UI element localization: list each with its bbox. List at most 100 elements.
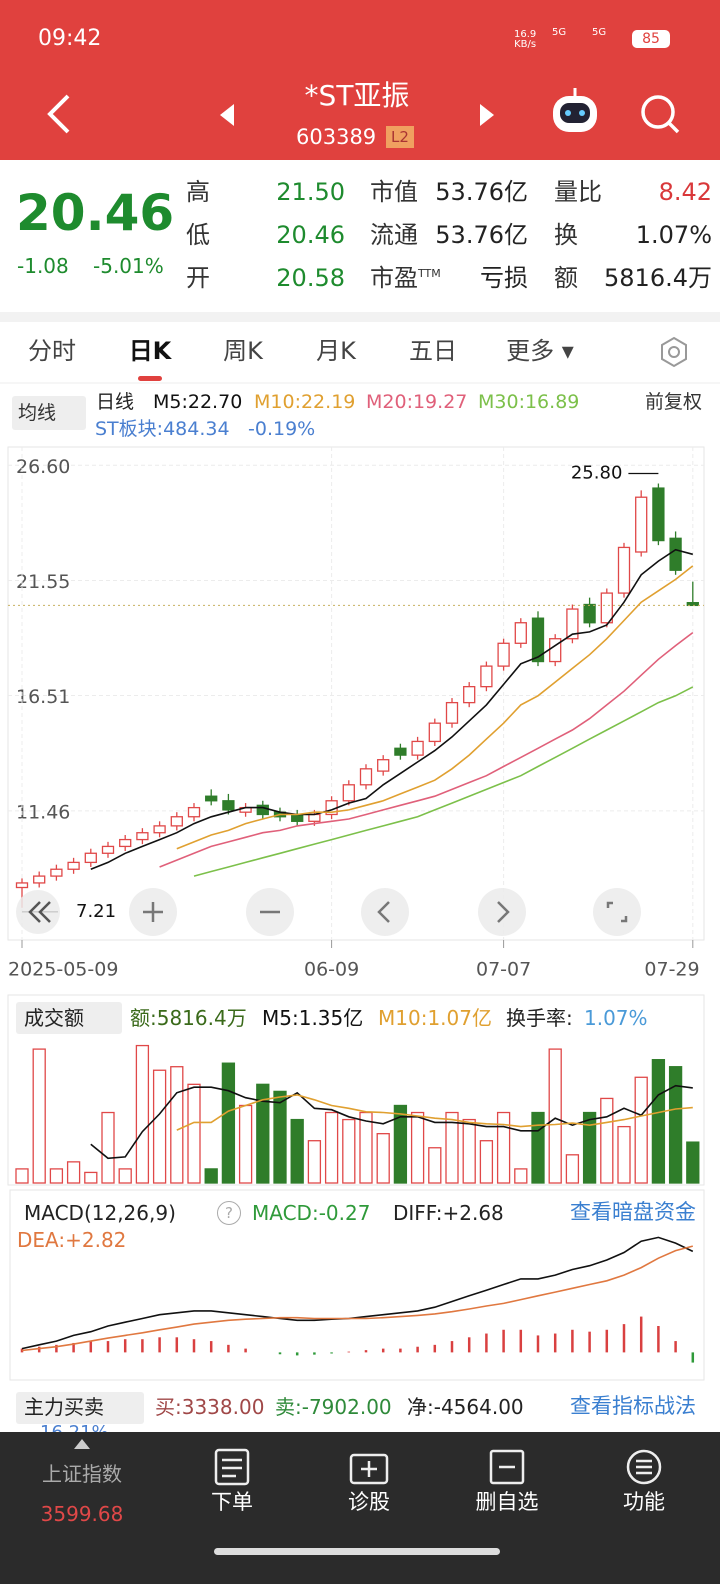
candle-body [566, 608, 579, 640]
stat-label: 低 [186, 221, 210, 249]
tab[interactable]: 更多 ▾ [506, 337, 574, 365]
vol-bar [651, 1059, 666, 1184]
vol-bar [290, 1118, 304, 1184]
main-box[interactable] [16, 1392, 144, 1424]
vol-bar [324, 1111, 339, 1184]
candle-body [101, 845, 115, 854]
indicator[interactable]: 均线 [18, 402, 57, 424]
l2-badge: L2 [386, 126, 414, 148]
candle-body [600, 592, 613, 624]
search[interactable] [641, 95, 680, 134]
vol-bar [376, 1133, 390, 1184]
stat-value: 亏损 [480, 264, 528, 292]
candle-body [497, 642, 510, 667]
vol-bar [565, 1154, 580, 1184]
nav-item[interactable]: 删自选 [475, 1490, 539, 1514]
stat-value: 20.58 [276, 264, 345, 292]
zoom-button[interactable] [16, 890, 60, 934]
index-value: 3599.68 [40, 1502, 124, 1526]
tab[interactable]: 周K [223, 337, 263, 365]
candle-body [480, 665, 493, 688]
vol-bar [668, 1066, 683, 1184]
indicator-box[interactable] [12, 396, 86, 430]
period: 日线 [96, 391, 135, 413]
tab[interactable]: 五日 [409, 337, 457, 365]
vol-bar [462, 1118, 476, 1184]
candle-body [136, 832, 149, 841]
stat-value: 5816.4万 [604, 264, 712, 292]
vol-bar [582, 1111, 597, 1184]
vol-bar [686, 1141, 700, 1184]
annot-label: 25.80 [571, 463, 623, 484]
tab-underline [138, 376, 162, 381]
legend-entry: M10:1.07亿 [378, 1006, 492, 1030]
stat-value: 8.42 [658, 178, 712, 206]
legend-entry: DEA:+2.82 [17, 1228, 127, 1252]
tab[interactable]: 分时 [28, 337, 76, 365]
stat-value: 53.76亿 [435, 221, 528, 249]
candle-body [411, 740, 424, 756]
zoom-button[interactable] [593, 888, 641, 936]
ma-line [176, 1094, 693, 1131]
vol-bar [342, 1118, 356, 1184]
legend-entry: M5:1.35亿 [262, 1006, 364, 1030]
change: -1.08 [17, 254, 69, 278]
ma-line [159, 631, 694, 868]
main-title[interactable]: 主力买卖 [24, 1395, 104, 1419]
settings-dot [668, 346, 680, 358]
macd-help[interactable]: ? [217, 1201, 241, 1225]
net: 5G [592, 27, 607, 38]
prev[interactable] [220, 104, 234, 126]
vol-bar [152, 1069, 167, 1184]
stat-label: 流通 [370, 221, 418, 249]
candle-body [15, 882, 29, 889]
candle-body [394, 747, 407, 756]
macd-frame [9, 1189, 705, 1381]
candle-body [170, 816, 183, 827]
adjust[interactable]: 前复权 [644, 391, 702, 413]
vol-bar [514, 1168, 528, 1184]
speed-unit: KB/s [514, 39, 537, 50]
ma-line [21, 1245, 694, 1352]
robot[interactable] [553, 88, 597, 132]
vol-bar [428, 1147, 442, 1184]
stock-title: *ST亚振 [304, 79, 410, 112]
zoom-button[interactable] [361, 888, 409, 936]
legend-entry: M30:16.89 [478, 391, 580, 413]
x-tick-label: 07-07 [476, 959, 531, 981]
macd-link[interactable]: 查看暗盘资金 [570, 1200, 696, 1224]
button-glyph [28, 901, 51, 923]
settings[interactable] [661, 336, 687, 368]
main-net: 净:-4564.00 [407, 1395, 524, 1419]
macd-value: MACD:-0.27 [252, 1201, 371, 1225]
index-name[interactable]: 上证指数 [42, 1462, 122, 1486]
x-tick-label: 2025-05-09 [8, 959, 118, 981]
tab[interactable]: 月K [316, 337, 356, 365]
macd-title[interactable]: MACD(12,26,9) [24, 1201, 176, 1225]
icons [214, 1448, 662, 1486]
stat-value: 20.46 [276, 221, 345, 249]
vol-title[interactable]: 成交额 [24, 1006, 84, 1030]
net: 5G [552, 27, 567, 38]
candle-body [256, 804, 269, 816]
back[interactable] [47, 94, 70, 134]
next[interactable] [480, 104, 494, 126]
zoom-button[interactable] [478, 888, 526, 936]
stat-label: 市盈TTM [370, 264, 441, 292]
main-link[interactable]: 查看指标战法 [570, 1394, 696, 1418]
candle-body [377, 759, 390, 772]
vol-box[interactable] [16, 1002, 122, 1034]
y-tick-label: 16.51 [16, 686, 70, 708]
nav-item[interactable]: 功能 [623, 1490, 665, 1514]
turnover: 1.07% [584, 1006, 648, 1030]
sector-change: -0.19% [248, 418, 316, 440]
legend-entry: M10:22.19 [254, 391, 356, 413]
tab[interactable]: 日K [128, 337, 172, 365]
nav-item[interactable]: 下单 [211, 1490, 253, 1514]
ma-line [90, 1084, 693, 1160]
stat-label: 额 [554, 264, 578, 292]
change-pct: -5.01% [93, 254, 164, 278]
nav-item[interactable]: 诊股 [348, 1490, 390, 1514]
